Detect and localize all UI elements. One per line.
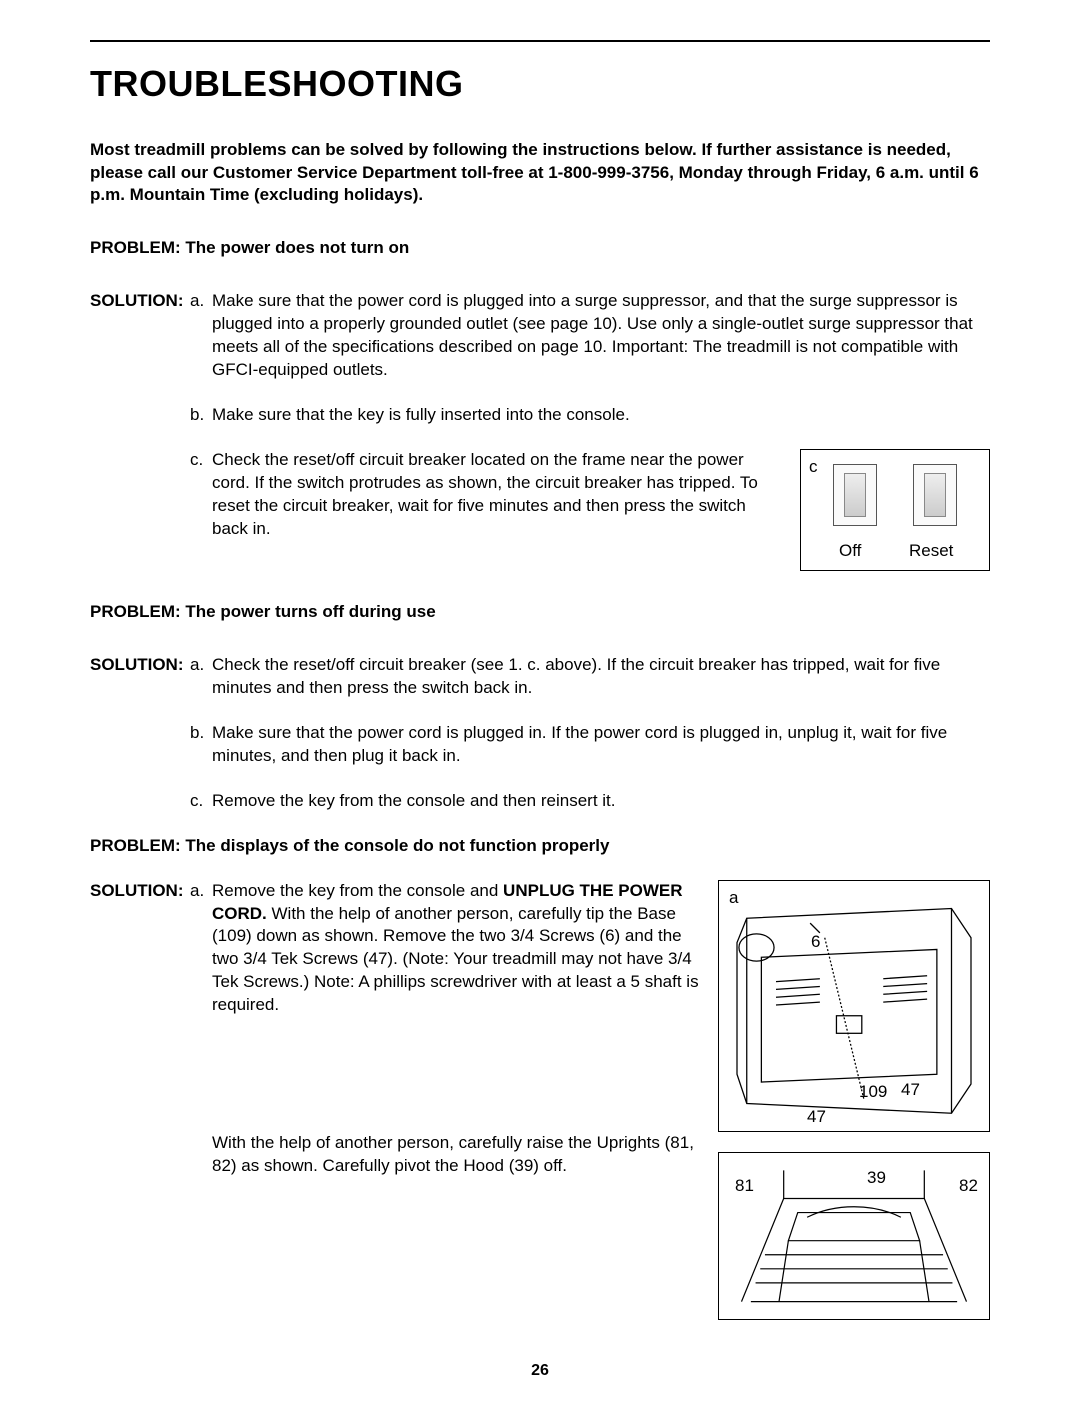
- callout-81: 81: [735, 1175, 754, 1198]
- list-letter: b.: [190, 404, 212, 427]
- solution-1b: b. Make sure that the key is fully inser…: [90, 404, 990, 427]
- off-label: Off: [839, 540, 861, 563]
- treadmill-uprights-icon: [727, 1161, 981, 1311]
- solution-1c: c. Check the reset/off circuit breaker l…: [90, 449, 782, 541]
- list-letter: a.: [190, 654, 212, 677]
- switch-off-icon: [833, 464, 877, 526]
- solution-text: Check the reset/off circuit breaker loca…: [212, 449, 782, 541]
- solution-2b: b. Make sure that the power cord is plug…: [90, 722, 990, 768]
- solution-text: Check the reset/off circuit breaker (see…: [212, 654, 990, 700]
- problem-2-title: PROBLEM: The power turns off during use: [90, 601, 990, 624]
- text-span: Remove the key from the console and: [212, 881, 503, 900]
- text-span: With the help of another person, careful…: [212, 904, 699, 1015]
- solution-1a: SOLUTION: a. Make sure that the power co…: [90, 290, 990, 382]
- solution-text: Remove the key from the console and then…: [212, 790, 990, 813]
- solution-label: SOLUTION:: [90, 654, 190, 677]
- solution-text: Make sure that the power cord is plugged…: [212, 722, 990, 768]
- solution-text: Make sure that the key is fully inserted…: [212, 404, 990, 427]
- callout-47b: 47: [807, 1106, 826, 1129]
- callout-109: 109: [859, 1081, 887, 1104]
- solution-2a: SOLUTION: a. Check the reset/off circuit…: [90, 654, 990, 700]
- list-letter: b.: [190, 722, 212, 745]
- solution-3a-cont: With the help of another person, careful…: [90, 1132, 700, 1178]
- page-number: 26: [90, 1360, 990, 1382]
- solution-2c: c. Remove the key from the console and t…: [90, 790, 990, 813]
- figure-c: c Off Reset: [800, 449, 990, 571]
- reset-label: Reset: [909, 540, 953, 563]
- list-letter: c.: [190, 790, 212, 813]
- figure-label: c: [809, 456, 818, 479]
- treadmill-base-icon: [727, 889, 981, 1123]
- figure-b: 81 39 82: [718, 1152, 990, 1320]
- page-title: TROUBLESHOOTING: [90, 60, 990, 109]
- problem-1-title: PROBLEM: The power does not turn on: [90, 237, 990, 260]
- list-letter: a.: [190, 290, 212, 313]
- callout-6: 6: [811, 931, 820, 954]
- list-letter: a.: [190, 880, 212, 903]
- solution-label: SOLUTION:: [90, 880, 190, 903]
- solution-label: SOLUTION:: [90, 290, 190, 313]
- solution-text: Remove the key from the console and UNPL…: [212, 880, 700, 1018]
- callout-39: 39: [867, 1167, 886, 1190]
- solution-3a: SOLUTION: a. Remove the key from the con…: [90, 880, 700, 1018]
- intro-text: Most treadmill problems can be solved by…: [90, 139, 990, 208]
- callout-82: 82: [959, 1175, 978, 1198]
- list-letter: c.: [190, 449, 212, 472]
- figure-a: a 6 109 47 47: [718, 880, 990, 1132]
- problem-3-title: PROBLEM: The displays of the console do …: [90, 835, 990, 858]
- callout-47: 47: [901, 1079, 920, 1102]
- switch-reset-icon: [913, 464, 957, 526]
- solution-text: With the help of another person, careful…: [212, 1132, 700, 1178]
- solution-text: Make sure that the power cord is plugged…: [212, 290, 990, 382]
